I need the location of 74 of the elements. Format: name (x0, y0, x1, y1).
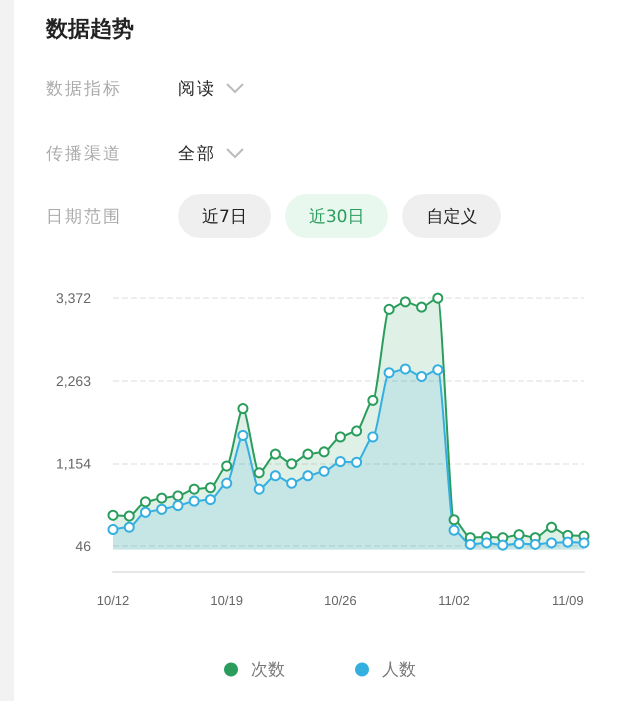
text: 日期范围 (46, 206, 123, 228)
point (286, 478, 298, 489)
text: 全部 (178, 142, 216, 164)
point (302, 470, 314, 482)
point (140, 506, 151, 518)
point (416, 371, 428, 382)
legend-label: 次数 (251, 660, 285, 679)
point (188, 496, 200, 507)
y-tick-label: 1,154 (56, 456, 92, 472)
point (481, 537, 492, 548)
point (384, 367, 395, 378)
point (124, 510, 135, 522)
point (204, 482, 216, 494)
point (334, 456, 346, 468)
point (270, 448, 281, 460)
point (237, 403, 248, 414)
point (351, 456, 362, 468)
point (400, 364, 411, 375)
point (237, 430, 248, 441)
x-tick-label: 10/12 (96, 593, 130, 608)
point (124, 522, 135, 533)
point (318, 446, 330, 458)
point (367, 394, 378, 406)
point (108, 524, 118, 535)
point (318, 466, 330, 477)
chart-title: 数据趋势 (46, 16, 134, 44)
point (448, 514, 460, 526)
text: 近7日 (178, 194, 271, 238)
y-tick-label: 2,263 (56, 372, 92, 389)
text: 传播渠道 (46, 142, 123, 164)
point (254, 467, 265, 478)
point (546, 537, 558, 548)
point (384, 304, 395, 315)
point (334, 431, 346, 442)
text: 数据指标 (46, 78, 123, 100)
point (464, 538, 476, 550)
point (221, 478, 232, 489)
point (400, 296, 411, 308)
text: 近30日 (284, 194, 388, 238)
point (578, 537, 590, 548)
point (254, 484, 265, 495)
point (270, 470, 281, 482)
point (140, 496, 151, 508)
point (546, 522, 558, 533)
point (432, 364, 444, 376)
point (302, 448, 314, 460)
point (204, 494, 216, 506)
point (367, 431, 378, 442)
point (108, 510, 118, 521)
x-tick-label: 10/19 (210, 593, 243, 608)
point (514, 529, 525, 540)
point (286, 458, 298, 470)
point (432, 292, 444, 304)
point (497, 540, 508, 551)
text: 自定义 (402, 194, 502, 238)
x-tick-label: 11/02 (438, 593, 470, 608)
y-tick-label: 3,372 (56, 290, 92, 306)
point (562, 536, 574, 548)
legend-label: 人数 (382, 660, 416, 679)
point (172, 490, 184, 502)
point (156, 492, 168, 504)
point (351, 425, 362, 436)
x-tick-label: 10/26 (324, 593, 357, 608)
point (514, 538, 525, 550)
y-tick-label: 46 (75, 538, 92, 554)
point (221, 460, 232, 472)
point (416, 302, 428, 313)
point (172, 500, 184, 512)
point (530, 538, 541, 550)
text: 阅读 (178, 78, 216, 100)
point (188, 484, 200, 495)
point (156, 504, 168, 515)
x-tick-label: 11/09 (552, 593, 584, 608)
point (448, 524, 460, 536)
